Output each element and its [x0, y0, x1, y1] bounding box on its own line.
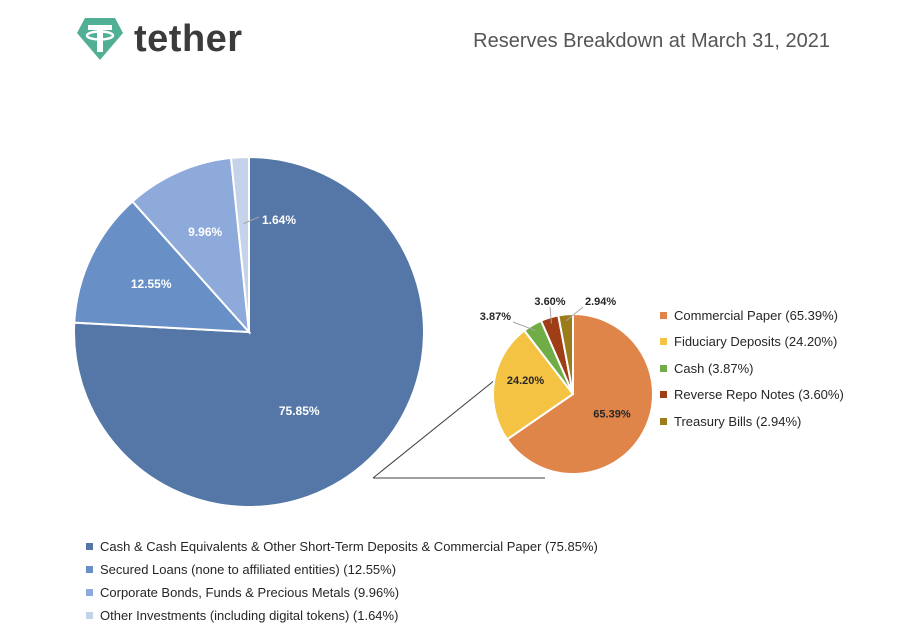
main-pie-legend-label: Other Investments (including digital tok…	[100, 608, 399, 623]
sub-pie-legend-item: Cash (3.87%)	[660, 355, 844, 382]
sub-pie-legend-swatch	[660, 391, 667, 399]
main-pie-legend-swatch	[86, 589, 93, 596]
sub-pie: 65.39% 24.20% 3.87% 3.60% 2.94%	[480, 296, 654, 475]
undefined-slice-commercial-paper	[505, 312, 654, 475]
main-pie-data-label: 75.85%	[279, 404, 320, 418]
sub-pie-data-label: 24.20%	[507, 375, 545, 387]
page-title: Reserves Breakdown at March 31, 2021	[473, 30, 830, 52]
sub-pie-legend-label: Commercial Paper (65.39%)	[674, 307, 839, 323]
main-pie-data-label: 9.96%	[188, 225, 222, 239]
sub-pie-legend-swatch	[660, 311, 667, 319]
main-pie-legend-label: Secured Loans (none to affiliated entiti…	[100, 562, 397, 577]
main-pie-legend-swatch	[86, 543, 93, 550]
main-pie-legend-label: Corporate Bonds, Funds & Precious Metals…	[100, 585, 400, 600]
sub-pie-legend-item: Reverse Repo Notes (3.60%)	[660, 382, 844, 409]
main-pie-data-label: 1.64%	[262, 213, 296, 227]
sub-pie-legend-item: Treasury Bills (2.94%)	[660, 408, 844, 435]
undefined-slice-other-investments	[229, 155, 250, 333]
main-pie-legend-label: Cash & Cash Equivalents & Other Short-Te…	[100, 539, 598, 554]
sub-pie-data-label: 3.60%	[534, 296, 565, 308]
main-pie-legend-swatch	[86, 566, 93, 573]
tether-logo: tether	[76, 16, 243, 62]
tether-logo-icon	[77, 18, 123, 60]
sub-pie-legend-swatch	[660, 417, 667, 425]
sub-pie-legend-swatch	[660, 364, 667, 372]
main-pie: 75.85% 12.55% 9.96% 1.64%	[73, 155, 425, 508]
main-pie-legend: Cash & Cash Equivalents & Other Short-Te…	[86, 535, 598, 627]
undefined-slice-secured-loans	[73, 200, 252, 334]
sub-pie-legend-item: Commercial Paper (65.39%)	[660, 302, 844, 329]
brand-name: tether	[134, 18, 243, 60]
main-pie-legend-item: Cash & Cash Equivalents & Other Short-Te…	[86, 535, 598, 558]
sub-pie-legend-item: Fiduciary Deposits (24.20%)	[660, 329, 844, 356]
sub-pie-legend-label: Cash (3.87%)	[674, 360, 754, 376]
sub-pie-legend: Commercial Paper (65.39%) Fiduciary Depos…	[660, 302, 844, 435]
sub-pie-legend-swatch	[660, 338, 667, 346]
undefined-slice-fiduciary-deposits	[492, 329, 575, 441]
sub-pie-data-label: 65.39%	[593, 408, 631, 420]
undefined-slice-corporate-bonds-funds-precious-metals	[131, 156, 251, 335]
main-pie-data-label: 12.55%	[131, 277, 172, 291]
main-pie-legend-item: Secured Loans (none to affiliated entiti…	[86, 558, 598, 581]
main-pie-legend-item: Corporate Bonds, Funds & Precious Metals…	[86, 581, 598, 604]
undefined-slice-treasury-bills	[557, 312, 574, 395]
sub-pie-data-label: 2.94%	[585, 296, 616, 308]
sub-pie-legend-label: Reverse Repo Notes (3.60%)	[674, 387, 844, 403]
sub-pie-legend-label: Treasury Bills (2.94%)	[674, 413, 802, 429]
sub-pie-legend-label: Fiduciary Deposits (24.20%)	[674, 334, 838, 350]
sub-pie-data-label: 3.87%	[480, 311, 511, 323]
main-pie-legend-item: Other Investments (including digital tok…	[86, 604, 598, 627]
main-pie-legend-swatch	[86, 612, 93, 619]
